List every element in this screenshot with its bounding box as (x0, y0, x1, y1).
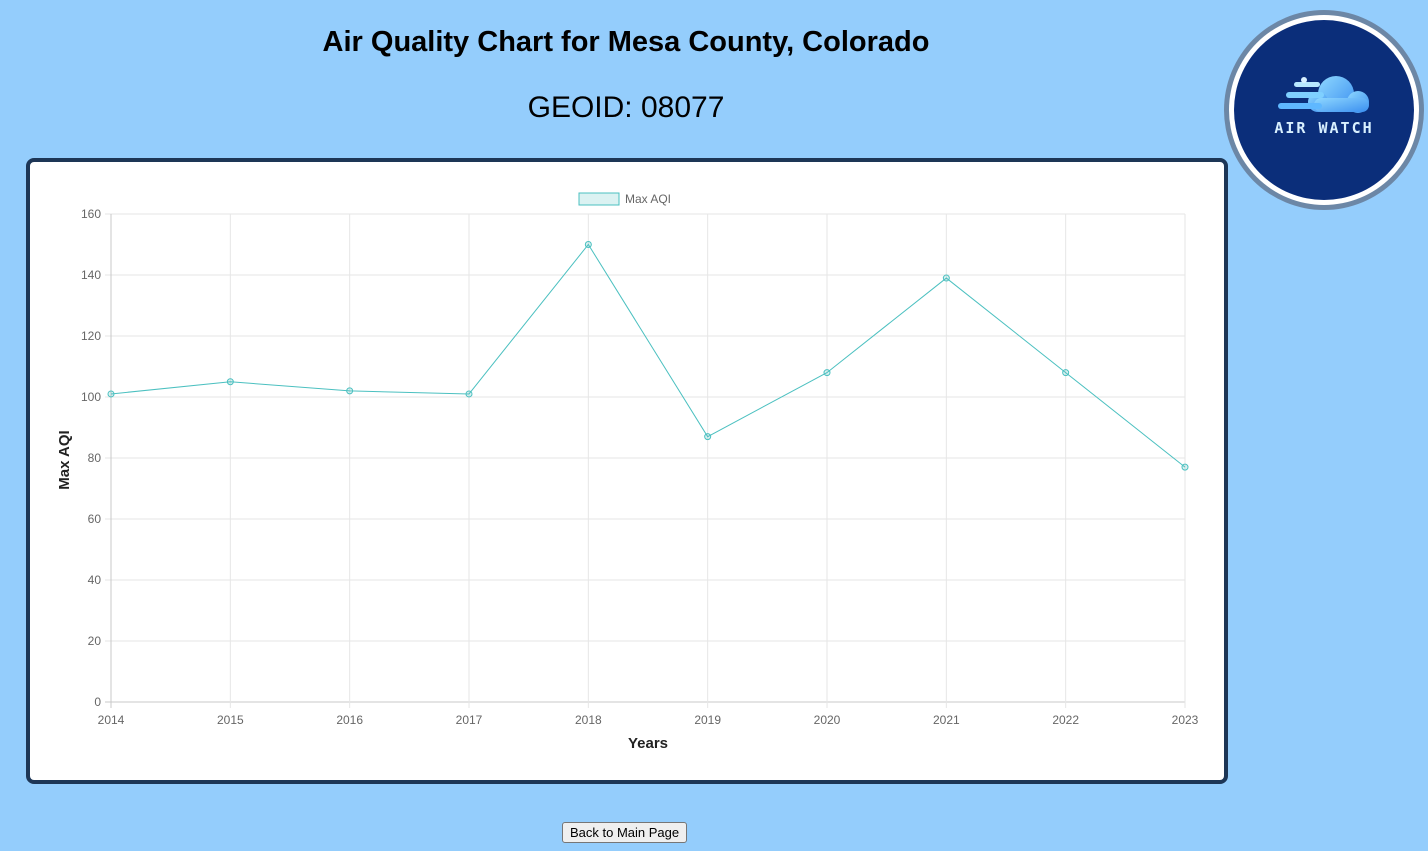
air-watch-logo: AIR WATCH (1224, 10, 1424, 210)
x-tick-label: 2023 (1172, 713, 1199, 727)
x-tick-label: 2017 (456, 713, 483, 727)
data-point[interactable] (346, 387, 354, 395)
x-tick-label: 2019 (694, 713, 721, 727)
y-tick-label: 60 (88, 512, 102, 526)
data-point[interactable] (942, 274, 950, 282)
cloud-icon (1278, 76, 1369, 113)
logo-text: AIR WATCH (1274, 119, 1373, 137)
back-to-main-button[interactable]: Back to Main Page (562, 822, 688, 843)
data-point[interactable] (107, 390, 115, 398)
x-tick-label: 2015 (217, 713, 244, 727)
y-tick-label: 0 (94, 695, 101, 709)
chart-card: 0 20 40 60 80 100 120 140 160 2014 2015 2016 2017 20… (26, 158, 1228, 784)
data-point[interactable] (465, 390, 473, 398)
page-title: Air Quality Chart for Mesa County, Color… (322, 26, 930, 58)
legend[interactable]: Max AQI (578, 192, 671, 206)
data-point[interactable] (823, 369, 831, 377)
data-point[interactable] (704, 433, 712, 441)
y-tick-label: 160 (81, 207, 101, 221)
x-tick-label: 2020 (814, 713, 841, 727)
y-tick-label: 120 (81, 329, 101, 343)
grid-lines (105, 213, 1186, 708)
data-point[interactable] (584, 241, 592, 248)
y-tick-label: 20 (88, 634, 102, 648)
x-tick-label: 2022 (1052, 713, 1079, 727)
y-tick-label: 100 (81, 390, 101, 404)
y-axis-ticks: 0 20 40 60 80 100 120 140 160 (81, 207, 101, 709)
y-axis-label: Max AQI (56, 430, 73, 489)
x-tick-label: 2021 (933, 713, 960, 727)
legend-label: Max AQI (625, 192, 671, 206)
geoid-label: GEOID: 08077 (527, 91, 725, 124)
legend-swatch (578, 192, 620, 206)
x-tick-label: 2016 (336, 713, 363, 727)
x-tick-label: 2018 (575, 713, 602, 727)
series-group (107, 241, 1189, 471)
data-point[interactable] (1062, 369, 1070, 377)
x-tick-label: 2014 (98, 713, 125, 727)
y-tick-label: 40 (88, 573, 102, 587)
data-point[interactable] (226, 378, 234, 386)
air-watch-logo-graphic: AIR WATCH (1224, 10, 1424, 210)
x-axis-ticks: 2014 2015 2016 2017 2018 2019 2020 2021 2022 2023 (98, 713, 1199, 727)
data-point[interactable] (1181, 463, 1189, 471)
y-tick-label: 80 (88, 451, 102, 465)
y-tick-label: 140 (81, 268, 101, 282)
series-line-max-aqi (110, 243, 1186, 468)
x-axis-label: Years (628, 735, 668, 752)
